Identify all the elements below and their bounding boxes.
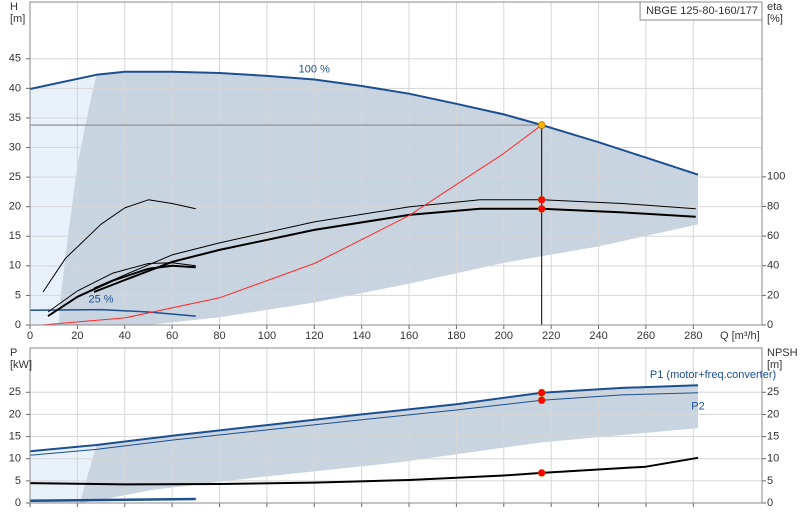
y2-axis-unit: [m] — [767, 359, 782, 371]
x-tick-label: 140 — [352, 330, 370, 342]
x-tick-label: 200 — [495, 330, 513, 342]
y-tick-label: 40 — [9, 82, 21, 94]
y-tick-label: 25 — [9, 386, 21, 398]
y-tick-label: 15 — [9, 430, 21, 442]
y-tick-label: 10 — [9, 260, 21, 272]
regions — [30, 71, 699, 503]
curve — [93, 199, 696, 289]
grid — [26, 2, 766, 507]
y-tick-label: 10 — [9, 453, 21, 465]
y2-tick-label: 5 — [767, 475, 773, 487]
x-tick-label: 160 — [400, 330, 418, 342]
series-label: 100 % — [299, 63, 330, 75]
curve — [29, 497, 196, 503]
plot-frame — [29, 1, 763, 326]
operating-range — [58, 71, 699, 325]
y-tick-label: 0 — [15, 497, 21, 509]
curve — [42, 199, 196, 293]
y-axis-label: H — [10, 1, 18, 13]
duty-point — [537, 121, 546, 129]
y-axis-unit: [kW] — [10, 359, 32, 371]
x-tick-label: 260 — [637, 330, 655, 342]
series-label: P2 — [691, 401, 704, 413]
y2-tick-label: 25 — [767, 386, 779, 398]
y2-tick-label: 10 — [767, 453, 779, 465]
duty-point — [537, 388, 546, 397]
x-tick-label: 20 — [71, 330, 83, 342]
y-tick-label: 25 — [9, 171, 21, 183]
y-axis-label: P — [10, 347, 17, 359]
operating-range — [30, 444, 97, 503]
x-tick-label: 240 — [589, 330, 607, 342]
curve — [29, 70, 699, 176]
y-tick-label: 15 — [9, 230, 21, 242]
operating-range — [30, 74, 97, 325]
title-box — [639, 1, 763, 21]
y2-axis-label: NPSH — [767, 347, 798, 359]
y2-tick-label: 40 — [767, 260, 779, 272]
y2-tick-label: 0 — [767, 497, 773, 509]
x-tick-label: 80 — [213, 330, 225, 342]
x-tick-label: 60 — [166, 330, 178, 342]
y2-tick-label: 80 — [767, 200, 779, 212]
curve — [93, 207, 696, 293]
y2-axis-unit: [%] — [767, 13, 783, 25]
curve — [47, 262, 196, 313]
x-tick-label: 220 — [542, 330, 560, 342]
duty-point — [537, 205, 546, 213]
x-tick-label: 0 — [27, 330, 33, 342]
duty-point — [537, 196, 546, 204]
plot-frame — [29, 347, 763, 504]
y-tick-label: 5 — [15, 289, 21, 301]
curve — [29, 392, 699, 456]
y2-axis-label: eta — [767, 1, 783, 13]
curve — [29, 384, 699, 453]
series-label: 25 % — [89, 294, 114, 306]
series-label: P1 (motor+freq.converter) — [650, 369, 776, 381]
y2-tick-label: 60 — [767, 230, 779, 242]
y-tick-label: 30 — [9, 141, 21, 153]
y2-tick-label: 20 — [767, 408, 779, 420]
x-tick-label: 180 — [447, 330, 465, 342]
curve — [29, 308, 196, 317]
y-tick-label: 5 — [15, 475, 21, 487]
y-tick-label: 35 — [9, 112, 21, 124]
y-axis-unit: [m] — [10, 13, 25, 25]
x-tick-label: 120 — [305, 330, 323, 342]
y2-tick-label: 20 — [767, 289, 779, 301]
curve — [41, 124, 542, 326]
y-tick-label: 45 — [9, 53, 21, 65]
y-tick-label: 0 — [15, 319, 21, 331]
duty-point — [537, 396, 546, 405]
y2-tick-label: 100 — [767, 171, 785, 183]
x-tick-label: 40 — [119, 330, 131, 342]
y-tick-label: 20 — [9, 201, 21, 213]
curve — [29, 456, 699, 486]
chart-title: NBGE 125-80-160/177 — [646, 5, 758, 17]
y-tick-label: 20 — [9, 408, 21, 420]
x-tick-label: 280 — [684, 330, 702, 342]
curve — [47, 264, 196, 317]
lines — [29, 70, 699, 503]
overlay: 0 20 40 60 80 100 120 140 160 180 200 220 240 260 2800… — [9, 1, 798, 509]
x-axis-label: Q [m³/h] — [720, 330, 760, 342]
duty-point — [537, 469, 546, 477]
x-tick-label: 100 — [258, 330, 276, 342]
y2-tick-label: 0 — [767, 319, 773, 331]
y2-tick-label: 15 — [767, 430, 779, 442]
